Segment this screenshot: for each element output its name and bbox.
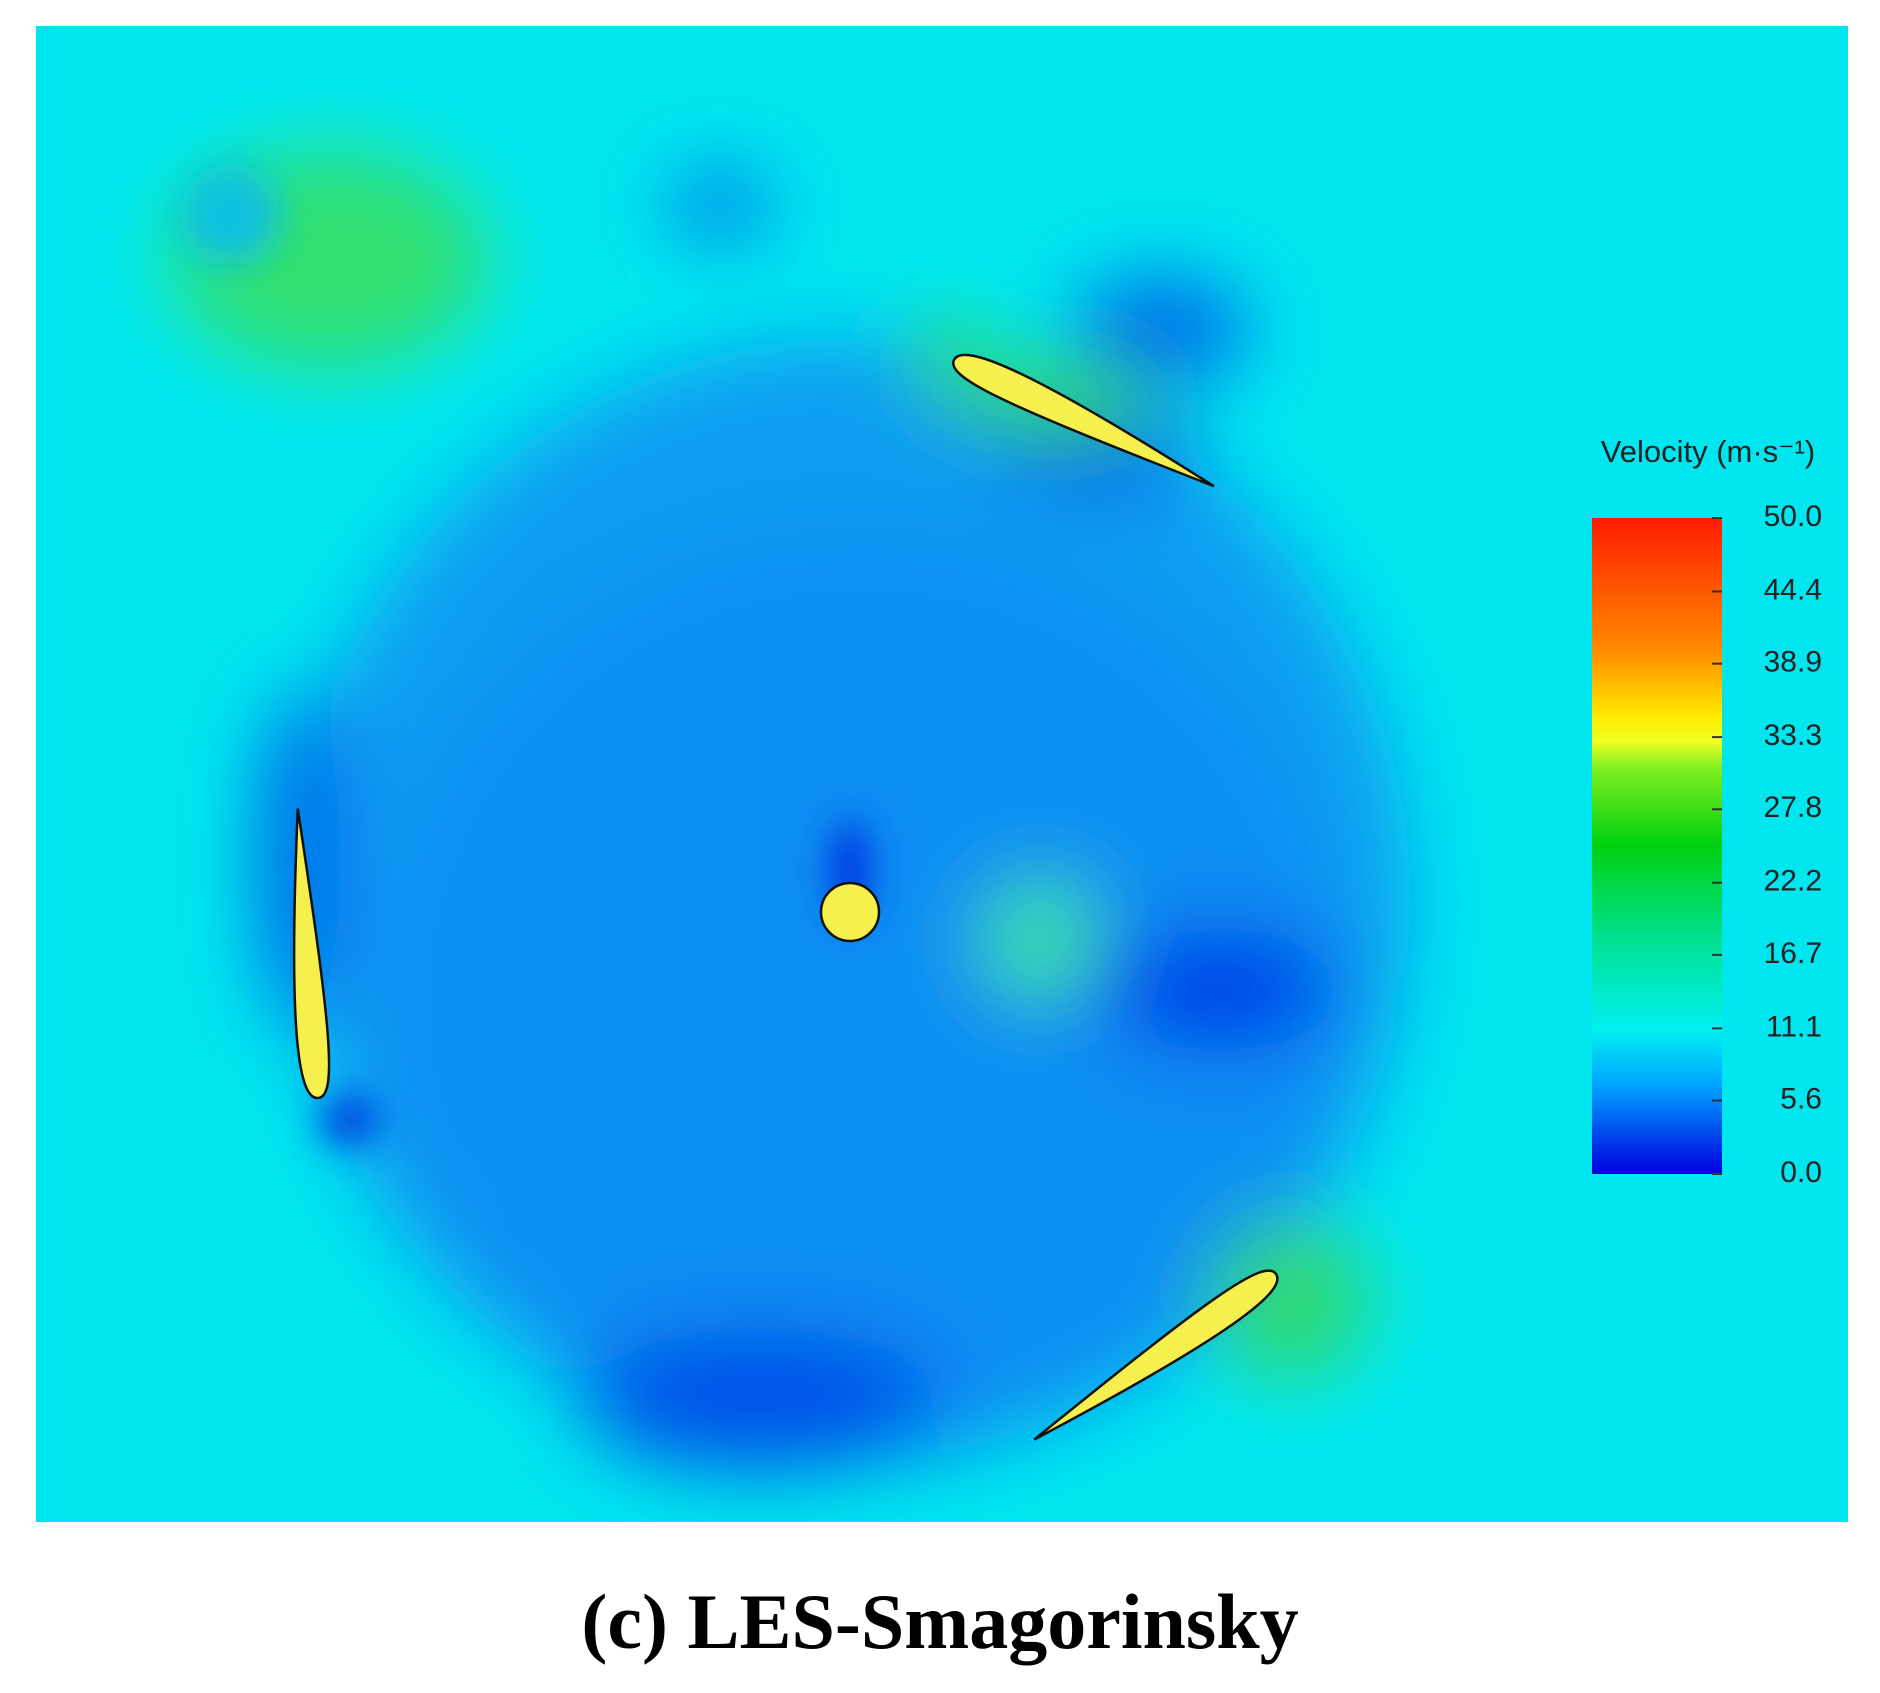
tick-label: 27.8 <box>1764 791 1822 824</box>
tick-label: 16.7 <box>1764 937 1822 970</box>
blade <box>948 345 1221 499</box>
caption: (c) LES-Smagorinsky <box>581 1578 1298 1665</box>
tick-label: 50.0 <box>1764 500 1822 533</box>
tick-label: 5.6 <box>1780 1082 1822 1115</box>
tick-label: 44.4 <box>1764 573 1822 606</box>
tick-label: 33.3 <box>1764 719 1822 752</box>
tick-label: 22.2 <box>1764 865 1822 898</box>
tick-label: 11.1 <box>1766 1010 1822 1043</box>
colorbar <box>1592 518 1722 1174</box>
colorbar-title: Velocity (m·s⁻¹) <box>1601 434 1815 469</box>
velocity-field <box>36 26 1848 1522</box>
tick-label: 0.0 <box>1780 1156 1822 1189</box>
tick-label: 38.9 <box>1764 646 1822 679</box>
hub <box>819 881 881 943</box>
blade <box>1026 1262 1285 1453</box>
blade <box>281 808 332 1099</box>
